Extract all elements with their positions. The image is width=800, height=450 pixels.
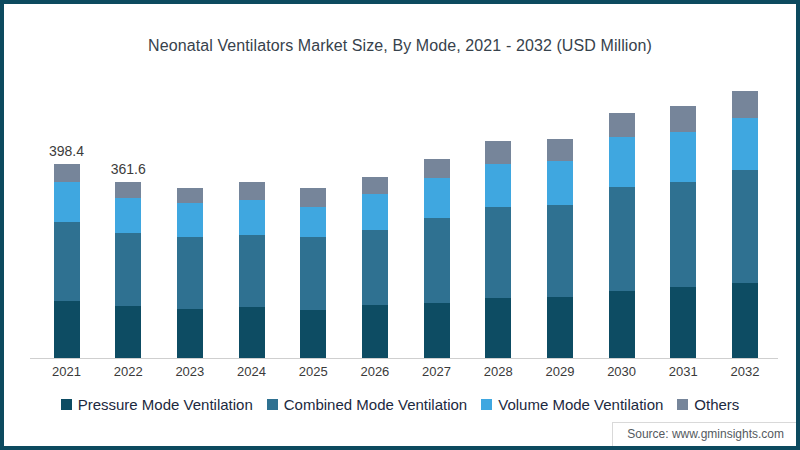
bar-2031-segment-pressure-mode-ventilation [670,287,696,358]
x-axis-line [30,358,778,359]
plot-area: 398.42021361.620222023202420252026202720… [4,4,796,446]
bar-2025-segment-pressure-mode-ventilation [300,310,326,358]
legend-item-pressure-mode-ventilation: Pressure Mode Ventilation [61,396,253,413]
bar-2032-segment-pressure-mode-ventilation [732,283,758,358]
bar-2026-segment-volume-mode-ventilation [362,194,388,230]
legend-item-combined-mode-ventilation: Combined Mode Ventilation [267,396,467,413]
chart-page: Neonatal Ventilators Market Size, By Mod… [0,0,800,450]
bar-2023-segment-others [177,188,203,204]
legend: Pressure Mode Ventilation Combined Mode V… [4,396,796,413]
x-tick-label-2029: 2029 [530,364,590,379]
legend-swatch-icon [61,399,72,410]
bar-2030-segment-others [609,113,635,137]
bar-2024-segment-volume-mode-ventilation [239,200,265,235]
bar-2030-segment-combined-mode-ventilation [609,187,635,291]
bar-2026-segment-others [362,177,388,194]
legend-label: Others [694,396,739,413]
x-tick-label-2024: 2024 [222,364,282,379]
x-tick-label-2032: 2032 [715,364,775,379]
bar-total-label-2021: 398.4 [31,143,103,159]
bar-2021-segment-volume-mode-ventilation [54,182,80,222]
bar-2032-segment-volume-mode-ventilation [732,118,758,170]
bar-2022-segment-pressure-mode-ventilation [115,306,141,358]
bar-2029-segment-combined-mode-ventilation [547,205,573,298]
bar-total-label-2022: 361.6 [92,161,164,177]
bar-2024-segment-pressure-mode-ventilation [239,307,265,358]
bar-2021-segment-others [54,164,80,183]
x-tick-label-2022: 2022 [98,364,158,379]
bar-2030-segment-pressure-mode-ventilation [609,291,635,358]
bar-2028-segment-pressure-mode-ventilation [485,298,511,358]
bar-2031-segment-volume-mode-ventilation [670,132,696,183]
x-tick-label-2025: 2025 [283,364,343,379]
bar-2031-segment-combined-mode-ventilation [670,182,696,287]
bar-2024-segment-combined-mode-ventilation [239,235,265,307]
legend-swatch-icon [481,399,492,410]
bar-2026-segment-combined-mode-ventilation [362,230,388,305]
bar-2028-segment-volume-mode-ventilation [485,164,511,206]
bar-2024-segment-others [239,182,265,200]
bar-2022-segment-volume-mode-ventilation [115,198,141,233]
bar-2032-segment-combined-mode-ventilation [732,170,758,283]
legend-swatch-icon [267,399,278,410]
bar-2022-segment-others [115,182,141,198]
bar-2027-segment-others [424,159,450,179]
bar-2028-segment-combined-mode-ventilation [485,207,511,299]
bar-2027-segment-combined-mode-ventilation [424,218,450,302]
bar-2022-segment-combined-mode-ventilation [115,233,141,306]
x-tick-label-2031: 2031 [653,364,713,379]
bar-2027-segment-pressure-mode-ventilation [424,303,450,358]
x-tick-label-2026: 2026 [345,364,405,379]
bar-2026-segment-pressure-mode-ventilation [362,305,388,358]
legend-swatch-icon [677,399,688,410]
source-text: Source: www.gminsights.com [627,427,784,441]
bar-2025-segment-volume-mode-ventilation [300,207,326,238]
bar-2021-segment-pressure-mode-ventilation [54,301,80,358]
bar-2021-segment-combined-mode-ventilation [54,222,80,301]
x-tick-label-2023: 2023 [160,364,220,379]
legend-item-volume-mode-ventilation: Volume Mode Ventilation [481,396,663,413]
bar-2029-segment-others [547,139,573,161]
legend-label: Pressure Mode Ventilation [78,396,253,413]
x-tick-label-2030: 2030 [592,364,652,379]
bar-2029-segment-pressure-mode-ventilation [547,297,573,358]
bar-2032-segment-others [732,91,758,119]
source-box: Source: www.gminsights.com [612,422,796,446]
bar-2027-segment-volume-mode-ventilation [424,178,450,218]
x-tick-label-2027: 2027 [407,364,467,379]
bar-2028-segment-others [485,141,511,164]
legend-label: Volume Mode Ventilation [498,396,663,413]
bar-2023-segment-pressure-mode-ventilation [177,309,203,358]
bar-2029-segment-volume-mode-ventilation [547,161,573,204]
x-tick-label-2028: 2028 [468,364,528,379]
bar-2023-segment-volume-mode-ventilation [177,203,203,237]
x-tick-label-2021: 2021 [37,364,97,379]
bar-2030-segment-volume-mode-ventilation [609,137,635,187]
legend-item-others: Others [677,396,739,413]
bar-2031-segment-others [670,106,696,132]
bar-2023-segment-combined-mode-ventilation [177,237,203,309]
bar-2025-segment-combined-mode-ventilation [300,237,326,310]
legend-label: Combined Mode Ventilation [284,396,467,413]
bar-2025-segment-others [300,188,326,207]
